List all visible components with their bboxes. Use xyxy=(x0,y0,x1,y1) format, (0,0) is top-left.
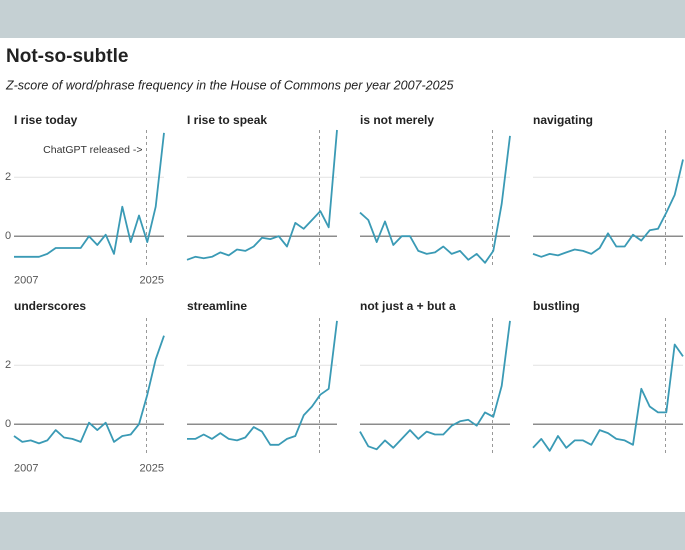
data-line xyxy=(13,335,165,445)
y-tick-label: 0 xyxy=(5,418,11,430)
panel-title: is not merely xyxy=(360,113,434,127)
data-line xyxy=(359,135,511,264)
panel-title: I rise to speak xyxy=(187,113,267,127)
data-line xyxy=(187,320,338,446)
chart-subtitle: Z-score of word/phrase frequency in the … xyxy=(5,78,454,92)
panel-title: I rise today xyxy=(14,113,78,127)
chart-title: Not-so-subtle xyxy=(6,46,128,67)
panel-title: not just a + but a xyxy=(360,299,456,313)
panel-title: navigating xyxy=(533,113,593,127)
data-line xyxy=(359,320,511,451)
bottom-band xyxy=(0,512,685,550)
panel-title: underscores xyxy=(14,299,86,313)
y-tick-label: 0 xyxy=(5,230,11,242)
x-tick-label: 2007 xyxy=(14,275,38,287)
data-line xyxy=(14,132,165,258)
y-tick-label: 2 xyxy=(5,359,11,371)
x-tick-label: 2007 xyxy=(14,463,38,475)
y-tick-label: 2 xyxy=(5,171,11,183)
panel-title: streamline xyxy=(187,299,247,313)
data-line xyxy=(532,159,684,258)
x-tick-label: 2025 xyxy=(140,275,164,287)
top-band xyxy=(0,0,685,38)
x-tick-label: 2025 xyxy=(140,463,164,475)
panel-title: bustling xyxy=(533,299,580,313)
annotation: ChatGPT released -> xyxy=(43,144,142,156)
data-line xyxy=(532,343,684,452)
data-line xyxy=(186,129,338,261)
